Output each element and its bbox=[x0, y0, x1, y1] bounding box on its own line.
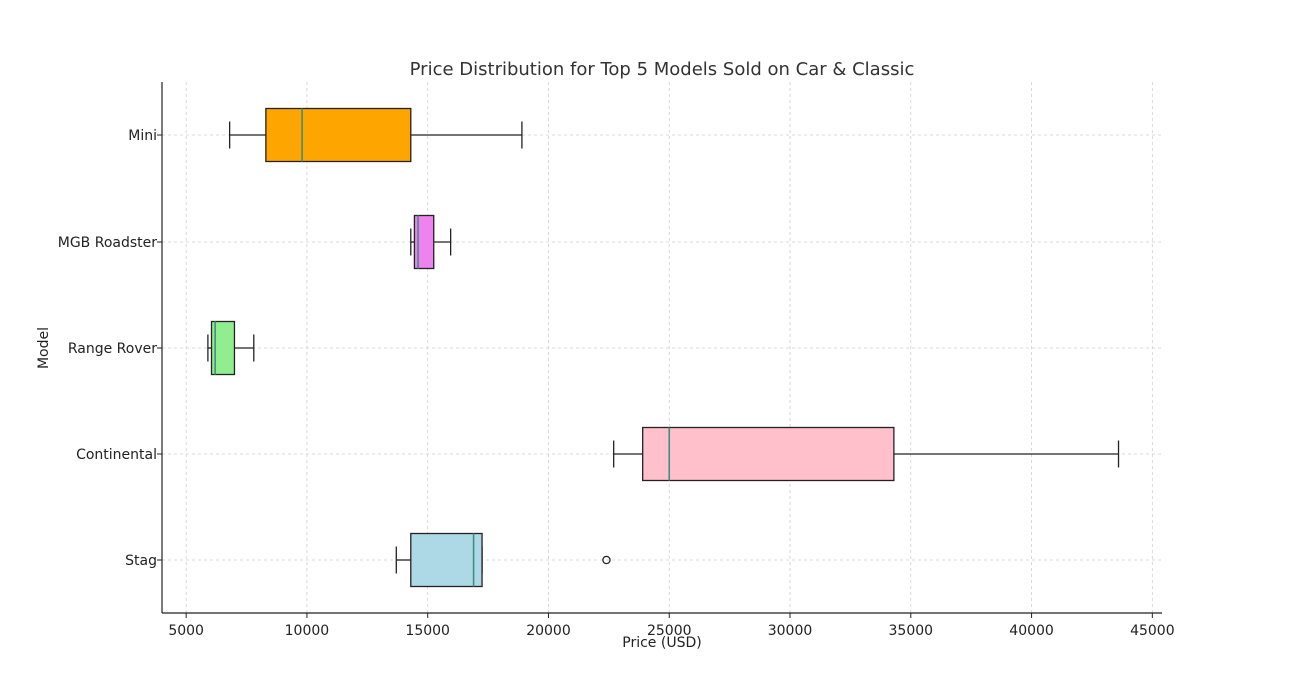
axis-layer: 5000 10000 15000 20000 25000 30000 35000 40000 4… bbox=[58, 82, 1175, 639]
box-layer bbox=[207, 107, 1120, 588]
x-tick-label: 10000 bbox=[285, 623, 330, 639]
x-tick-label: 25000 bbox=[647, 623, 692, 639]
box-iqr bbox=[413, 214, 435, 270]
x-axis-label: Price (USD) bbox=[622, 635, 701, 651]
y-tick-label: Mini bbox=[128, 128, 157, 144]
outlier-point bbox=[602, 555, 611, 565]
box-group bbox=[613, 426, 1120, 482]
box-iqr bbox=[410, 532, 483, 588]
x-tick-label: 35000 bbox=[889, 623, 934, 639]
box-group bbox=[410, 214, 452, 270]
box-group bbox=[395, 532, 611, 588]
box-group bbox=[228, 107, 523, 163]
y-axis-label: Model bbox=[36, 327, 52, 369]
y-tick-label: Continental bbox=[76, 447, 157, 463]
y-tick-label: MGB Roadster bbox=[58, 235, 158, 251]
x-tick-label: 20000 bbox=[526, 623, 571, 639]
box-iqr bbox=[265, 107, 412, 163]
y-tick-label: Range Rover bbox=[68, 341, 157, 357]
x-tick-label: 45000 bbox=[1130, 623, 1175, 639]
x-tick-label: 15000 bbox=[405, 623, 450, 639]
y-tick-label: Stag bbox=[125, 553, 157, 569]
x-tick-label: 5000 bbox=[168, 623, 204, 639]
box-iqr bbox=[210, 320, 236, 376]
chart-title: Price Distribution for Top 5 Models Sold… bbox=[410, 59, 915, 80]
x-tick-label: 30000 bbox=[768, 623, 813, 639]
box-iqr bbox=[642, 426, 895, 482]
x-tick-label: 40000 bbox=[1009, 623, 1054, 639]
box-group bbox=[207, 320, 255, 376]
